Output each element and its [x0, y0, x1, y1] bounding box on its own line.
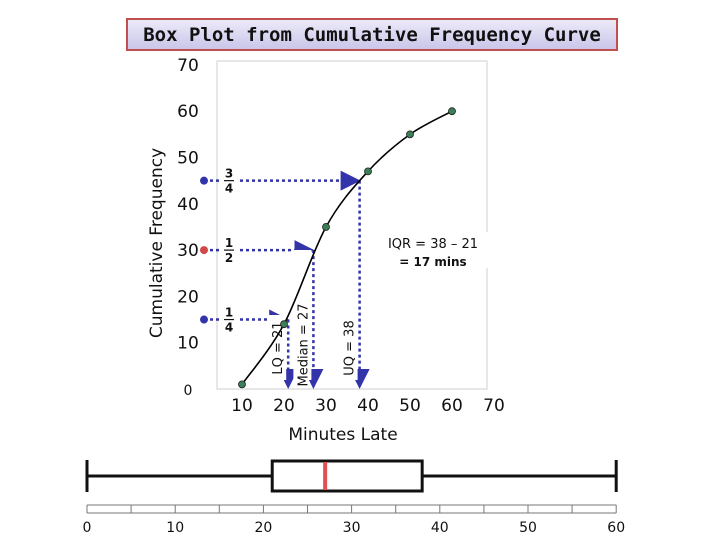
fraction-bg: [221, 165, 237, 194]
box-axis-label: 0: [83, 520, 92, 536]
fraction-denominator: 2: [225, 251, 233, 265]
data-point: [448, 107, 456, 116]
reading-label-bg: [293, 250, 312, 380]
x-tick-label: 30: [315, 396, 337, 416]
reading-label: LQ = 21: [271, 321, 286, 374]
iqr-label-bg: [378, 232, 488, 268]
fraction-denominator: 4: [225, 321, 233, 335]
y-tick-label: 0: [184, 383, 193, 399]
iqr-label: IQR = 38 – 21: [388, 237, 478, 252]
fraction-numerator: 1: [225, 306, 233, 320]
x-tick-label: 60: [441, 396, 463, 416]
y-tick-label: 20: [177, 287, 199, 307]
data-point: [364, 167, 372, 176]
x-tick-label: 10: [231, 396, 253, 416]
x-tick-label: 20: [273, 396, 295, 416]
box-axis-label: 30: [343, 520, 361, 536]
reading-label: Median = 27: [296, 304, 311, 387]
data-point: [406, 130, 414, 139]
fraction-numerator: 3: [225, 167, 233, 181]
box-axis-label: 40: [431, 520, 449, 536]
x-tick-label: 40: [357, 396, 379, 416]
fraction-denominator: 4: [225, 182, 233, 196]
reading-start-dot: [200, 246, 208, 255]
chart-title: Box Plot from Cumulative Frequency Curve: [126, 18, 618, 51]
data-point: [238, 380, 246, 389]
fraction-bg: [221, 304, 237, 333]
y-tick-label: 50: [177, 149, 199, 169]
fraction-bg: [221, 235, 237, 264]
reading-label-bg: [339, 315, 358, 380]
y-tick-label: 60: [177, 102, 199, 122]
x-tick-label: 70: [483, 396, 505, 416]
reading-start-dot: [200, 176, 208, 185]
y-tick-label: 30: [177, 241, 199, 261]
reading-label-bg: [268, 315, 287, 380]
y-tick-label: 10: [177, 334, 199, 354]
data-point: [280, 320, 288, 329]
x-tick-label: 50: [399, 396, 421, 416]
reading-label: UQ = 38: [343, 320, 358, 375]
iqr-box: [270, 459, 424, 493]
box-axis-label: 10: [166, 520, 184, 536]
fraction-numerator: 1: [225, 236, 233, 250]
reading-start-dot: [200, 315, 208, 324]
box-axis-label: 50: [519, 520, 537, 536]
iqr-value: = 17 mins: [399, 255, 466, 269]
y-tick-label: 40: [177, 195, 199, 215]
y-tick-label: 70: [177, 56, 199, 76]
box-axis-label: 60: [607, 520, 625, 536]
box-axis-label: 20: [254, 520, 272, 536]
y-axis-title: Cumulative Frequency: [147, 148, 167, 338]
plot-frame: [216, 60, 488, 390]
x-axis-title: Minutes Late: [288, 425, 397, 445]
data-point: [322, 223, 330, 231]
